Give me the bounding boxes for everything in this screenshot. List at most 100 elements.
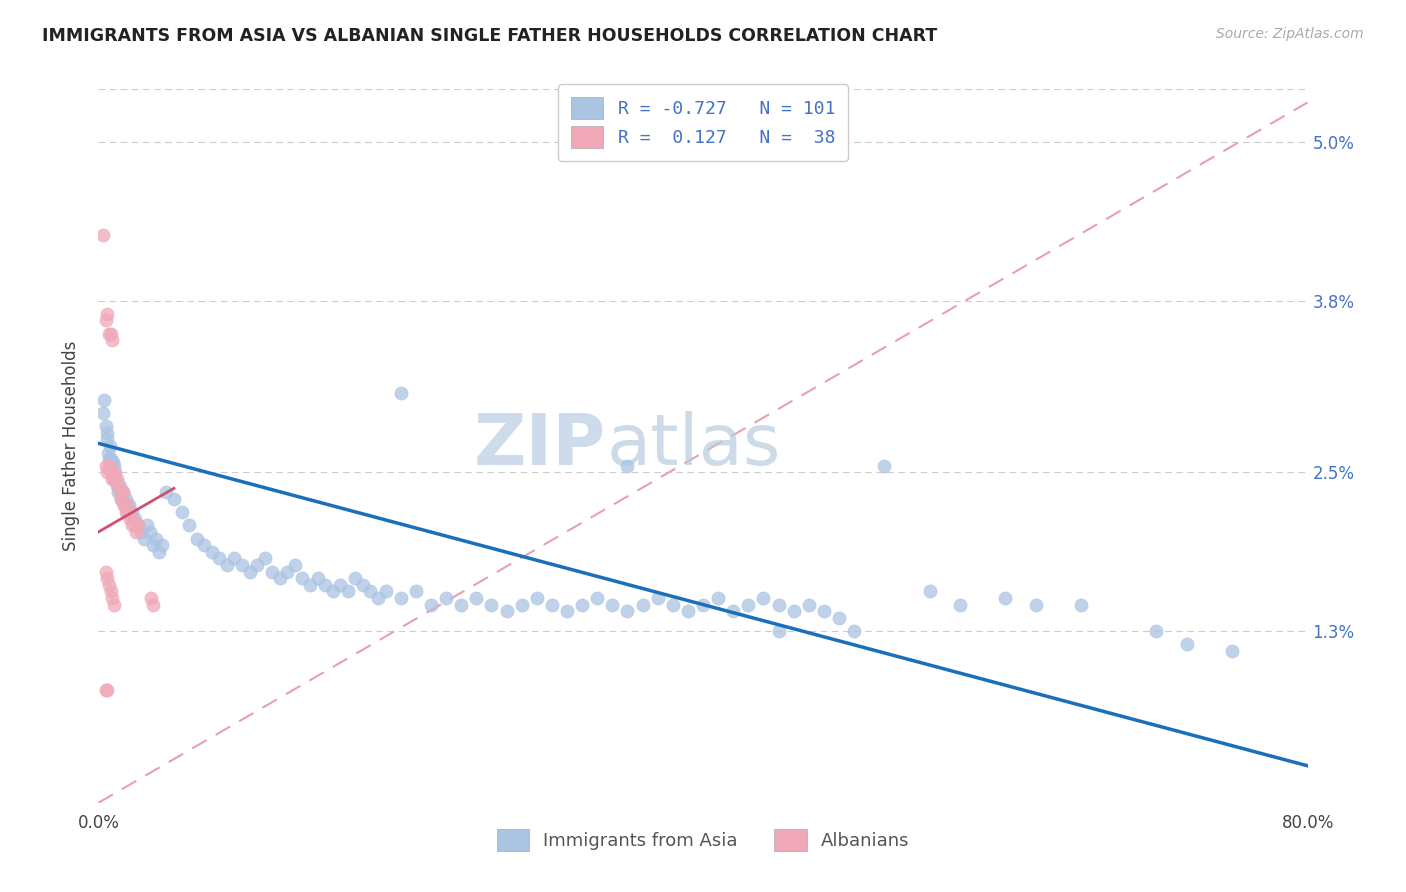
Point xyxy=(586,591,609,605)
Point xyxy=(994,591,1017,605)
Point xyxy=(246,558,269,572)
Point xyxy=(124,511,146,525)
Point xyxy=(526,591,548,605)
Point xyxy=(104,472,127,486)
Point xyxy=(142,538,165,552)
Text: IMMIGRANTS FROM ASIA VS ALBANIAN SINGLE FATHER HOUSEHOLDS CORRELATION CHART: IMMIGRANTS FROM ASIA VS ALBANIAN SINGLE … xyxy=(42,27,938,45)
Point xyxy=(142,598,165,612)
Point xyxy=(344,571,367,585)
Point xyxy=(100,452,122,467)
Point xyxy=(103,458,125,473)
Point xyxy=(405,584,427,599)
Point xyxy=(231,558,253,572)
Point xyxy=(107,485,129,500)
Point xyxy=(108,485,131,500)
Point xyxy=(129,524,152,539)
Point xyxy=(100,326,122,341)
Point xyxy=(112,499,135,513)
Point xyxy=(94,683,117,698)
Point xyxy=(94,565,117,579)
Point xyxy=(101,455,124,469)
Point xyxy=(96,683,118,698)
Point xyxy=(101,333,124,347)
Point xyxy=(96,571,118,585)
Point xyxy=(692,598,714,612)
Point xyxy=(110,491,132,506)
Point xyxy=(98,452,121,467)
Point xyxy=(360,584,382,599)
Point xyxy=(93,392,115,407)
Point xyxy=(118,505,141,519)
Point xyxy=(284,558,307,572)
Point xyxy=(253,551,276,566)
Point xyxy=(783,604,806,618)
Point xyxy=(322,584,344,599)
Point xyxy=(224,551,246,566)
Point xyxy=(103,598,125,612)
Point xyxy=(105,478,128,492)
Point xyxy=(115,505,138,519)
Point xyxy=(1070,598,1092,612)
Point xyxy=(186,532,208,546)
Point xyxy=(797,598,820,612)
Point xyxy=(114,505,136,519)
Point xyxy=(101,466,124,480)
Point xyxy=(104,466,127,480)
Point xyxy=(94,458,117,473)
Point xyxy=(94,419,117,434)
Point xyxy=(389,591,412,605)
Point xyxy=(101,591,124,605)
Point xyxy=(96,425,118,440)
Point xyxy=(103,466,125,480)
Point xyxy=(111,485,134,500)
Point xyxy=(510,598,533,612)
Point xyxy=(110,491,132,506)
Point xyxy=(450,598,472,612)
Point xyxy=(148,545,170,559)
Point xyxy=(132,532,155,546)
Point xyxy=(118,499,141,513)
Point xyxy=(949,598,972,612)
Point xyxy=(108,478,131,492)
Point xyxy=(91,227,114,242)
Point xyxy=(707,591,730,605)
Point xyxy=(768,598,790,612)
Point xyxy=(631,598,654,612)
Point xyxy=(139,524,162,539)
Point xyxy=(813,604,835,618)
Point xyxy=(367,591,389,605)
Point xyxy=(127,518,149,533)
Point xyxy=(352,578,374,592)
Point xyxy=(434,591,457,605)
Point xyxy=(112,499,135,513)
Point xyxy=(96,433,118,447)
Point xyxy=(262,565,284,579)
Point xyxy=(1175,637,1198,651)
Point xyxy=(96,466,118,480)
Point xyxy=(420,598,443,612)
Point xyxy=(121,518,143,533)
Point xyxy=(768,624,790,638)
Point xyxy=(114,491,136,506)
Point xyxy=(239,565,262,579)
Point xyxy=(828,611,851,625)
Point xyxy=(96,307,118,321)
Point xyxy=(291,571,314,585)
Point xyxy=(389,386,412,401)
Text: ZIP: ZIP xyxy=(474,411,606,481)
Point xyxy=(571,598,593,612)
Point xyxy=(314,578,336,592)
Point xyxy=(602,598,624,612)
Point xyxy=(101,472,124,486)
Point xyxy=(336,584,359,599)
Point xyxy=(737,598,759,612)
Point xyxy=(135,518,157,533)
Point xyxy=(115,499,138,513)
Point xyxy=(269,571,291,585)
Point xyxy=(155,485,177,500)
Point xyxy=(111,485,134,500)
Point xyxy=(98,458,121,473)
Point xyxy=(121,505,143,519)
Point xyxy=(107,478,129,492)
Point xyxy=(124,518,146,533)
